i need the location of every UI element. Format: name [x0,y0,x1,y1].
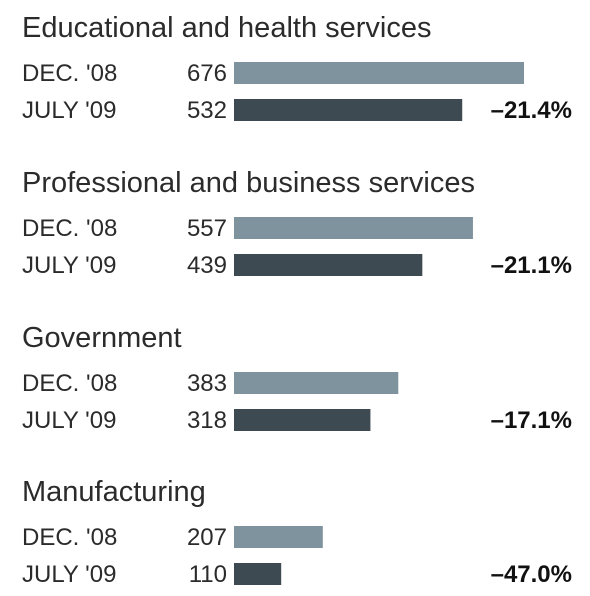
period-label-educational-and-health-services-dec-08: DEC. '08 [22,60,117,87]
period-label-educational-and-health-services-july-09: JULY '09 [22,97,116,124]
value-label-manufacturing-july-09: 110 [189,561,227,588]
period-label-government-july-09: JULY '09 [22,407,116,434]
value-label-government-dec-08: 383 [187,370,227,397]
group-title-educational-and-health-services: Educational and health services [22,12,431,44]
value-label-professional-and-business-services-july-09: 439 [187,252,227,279]
period-label-manufacturing-dec-08: DEC. '08 [22,524,117,551]
group-title-manufacturing: Manufacturing [22,476,206,508]
change-label-government: –17.1% [491,407,572,434]
value-label-manufacturing-dec-08: 207 [187,524,227,551]
bar-government-july-09 [234,409,371,431]
change-label-professional-and-business-services: –21.1% [491,252,572,279]
bar-professional-and-business-services-dec-08 [234,217,473,239]
group-title-professional-and-business-services: Professional and business services [22,167,475,199]
value-label-educational-and-health-services-july-09: 532 [187,97,227,124]
value-label-government-july-09: 318 [187,407,227,434]
bar-educational-and-health-services-july-09 [234,99,463,121]
value-label-educational-and-health-services-dec-08: 676 [187,60,227,87]
bar-government-dec-08 [234,372,399,394]
period-label-professional-and-business-services-dec-08: DEC. '08 [22,215,117,242]
bar-manufacturing-dec-08 [234,526,323,548]
bar-professional-and-business-services-july-09 [234,254,423,276]
change-label-educational-and-health-services: –21.4% [491,97,572,124]
bar-educational-and-health-services-dec-08 [234,62,524,84]
period-label-government-dec-08: DEC. '08 [22,370,117,397]
change-label-manufacturing: –47.0% [491,561,572,588]
group-title-government: Government [22,322,182,354]
bar-manufacturing-july-09 [234,563,282,585]
period-label-professional-and-business-services-july-09: JULY '09 [22,252,116,279]
value-label-professional-and-business-services-dec-08: 557 [187,215,227,242]
period-label-manufacturing-july-09: JULY '09 [22,561,116,588]
